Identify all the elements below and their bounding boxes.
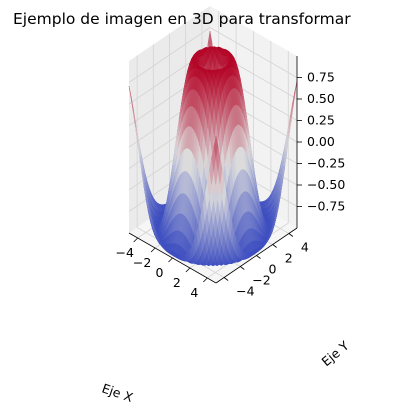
x-tick-mark [203, 277, 208, 283]
y-axis-label: Eje Y [319, 338, 352, 369]
y-tick-mark [288, 233, 294, 237]
x-tick-label: −4 [115, 245, 133, 260]
grid-line-z [128, 27, 211, 83]
x-tick-mark [150, 247, 156, 253]
z-tick-label: 0.00 [307, 134, 335, 149]
x-tick-mark [185, 267, 191, 273]
x-axis-label: Eje X [100, 381, 135, 406]
y-tick-label: −4 [236, 284, 254, 299]
y-tick-mark [272, 244, 277, 248]
z-tick-label: −0.25 [307, 156, 345, 171]
y-tick-label: 2 [285, 251, 293, 266]
x-tick-label: 4 [190, 285, 198, 300]
y-tick-label: −2 [252, 273, 270, 288]
y-tick-mark [240, 266, 245, 270]
grid-line-z [209, 27, 298, 78]
x-tick-label: 2 [173, 275, 181, 290]
y-tick-mark [223, 277, 229, 281]
chart-title: Ejemplo de imagen en 3D para transformar [13, 10, 351, 28]
z-tick-label: −0.50 [307, 177, 345, 192]
z-tick-label: 0.50 [307, 91, 335, 106]
z-tick-label: 0.75 [307, 70, 335, 85]
y-tick-label: 4 [301, 240, 309, 255]
y-tick-mark [256, 255, 261, 259]
y-tick-label: 0 [269, 262, 277, 277]
z-tick-label: −0.75 [307, 199, 345, 214]
surface-plot [128, 30, 298, 267]
z-tick-label: 0.25 [307, 113, 335, 128]
x-tick-mark [168, 257, 173, 263]
x-tick-mark [133, 237, 138, 243]
x-tick-label: −2 [133, 255, 151, 270]
x-tick-label: 0 [156, 265, 164, 280]
surface-patch [213, 135, 219, 159]
